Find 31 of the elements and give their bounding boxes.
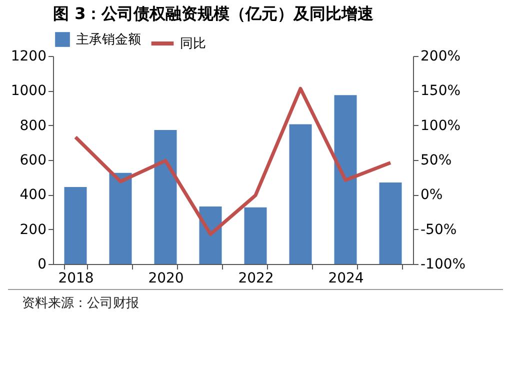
x-tick-label: 2024 bbox=[328, 270, 364, 286]
bar bbox=[109, 172, 132, 264]
y-tick-label: 0 bbox=[38, 256, 46, 272]
text: 资料来源：公司财报 bbox=[8, 289, 503, 312]
bar bbox=[154, 130, 177, 264]
chart-title: 图 3：公司债权融资规模（亿元）及同比增速 bbox=[53, 4, 375, 23]
y2-tick-label: 0% bbox=[420, 187, 443, 204]
y-tick-label: 1200 bbox=[10, 48, 46, 64]
bar bbox=[199, 206, 222, 264]
y-tick-label: 1000 bbox=[10, 83, 46, 100]
x-tick-label: 2022 bbox=[238, 270, 274, 286]
y-tick-label: 800 bbox=[20, 118, 46, 134]
y2-tick-label: 100% bbox=[420, 118, 461, 134]
y-tick-label: 200 bbox=[20, 222, 46, 238]
bar bbox=[334, 95, 357, 264]
x-tick-label: 2018 bbox=[58, 270, 94, 286]
x-tick-label: 2020 bbox=[148, 270, 184, 286]
line-series bbox=[74, 86, 392, 236]
bar bbox=[64, 187, 87, 264]
y2-tick-label: 150% bbox=[420, 83, 461, 100]
y-tick-label: 400 bbox=[20, 187, 46, 204]
legend-label: 主承销金额 bbox=[76, 32, 141, 48]
bar bbox=[379, 182, 402, 264]
y2-tick-label: -100% bbox=[420, 256, 466, 272]
y2-tick-label: -50% bbox=[420, 222, 457, 238]
y2-tick-label: 200% bbox=[420, 48, 461, 64]
y-tick-label: 600 bbox=[20, 152, 46, 168]
legend-label: 同比 bbox=[180, 36, 206, 52]
bar bbox=[289, 124, 312, 264]
y2-tick-label: 50% bbox=[420, 152, 452, 168]
bar bbox=[244, 207, 267, 264]
